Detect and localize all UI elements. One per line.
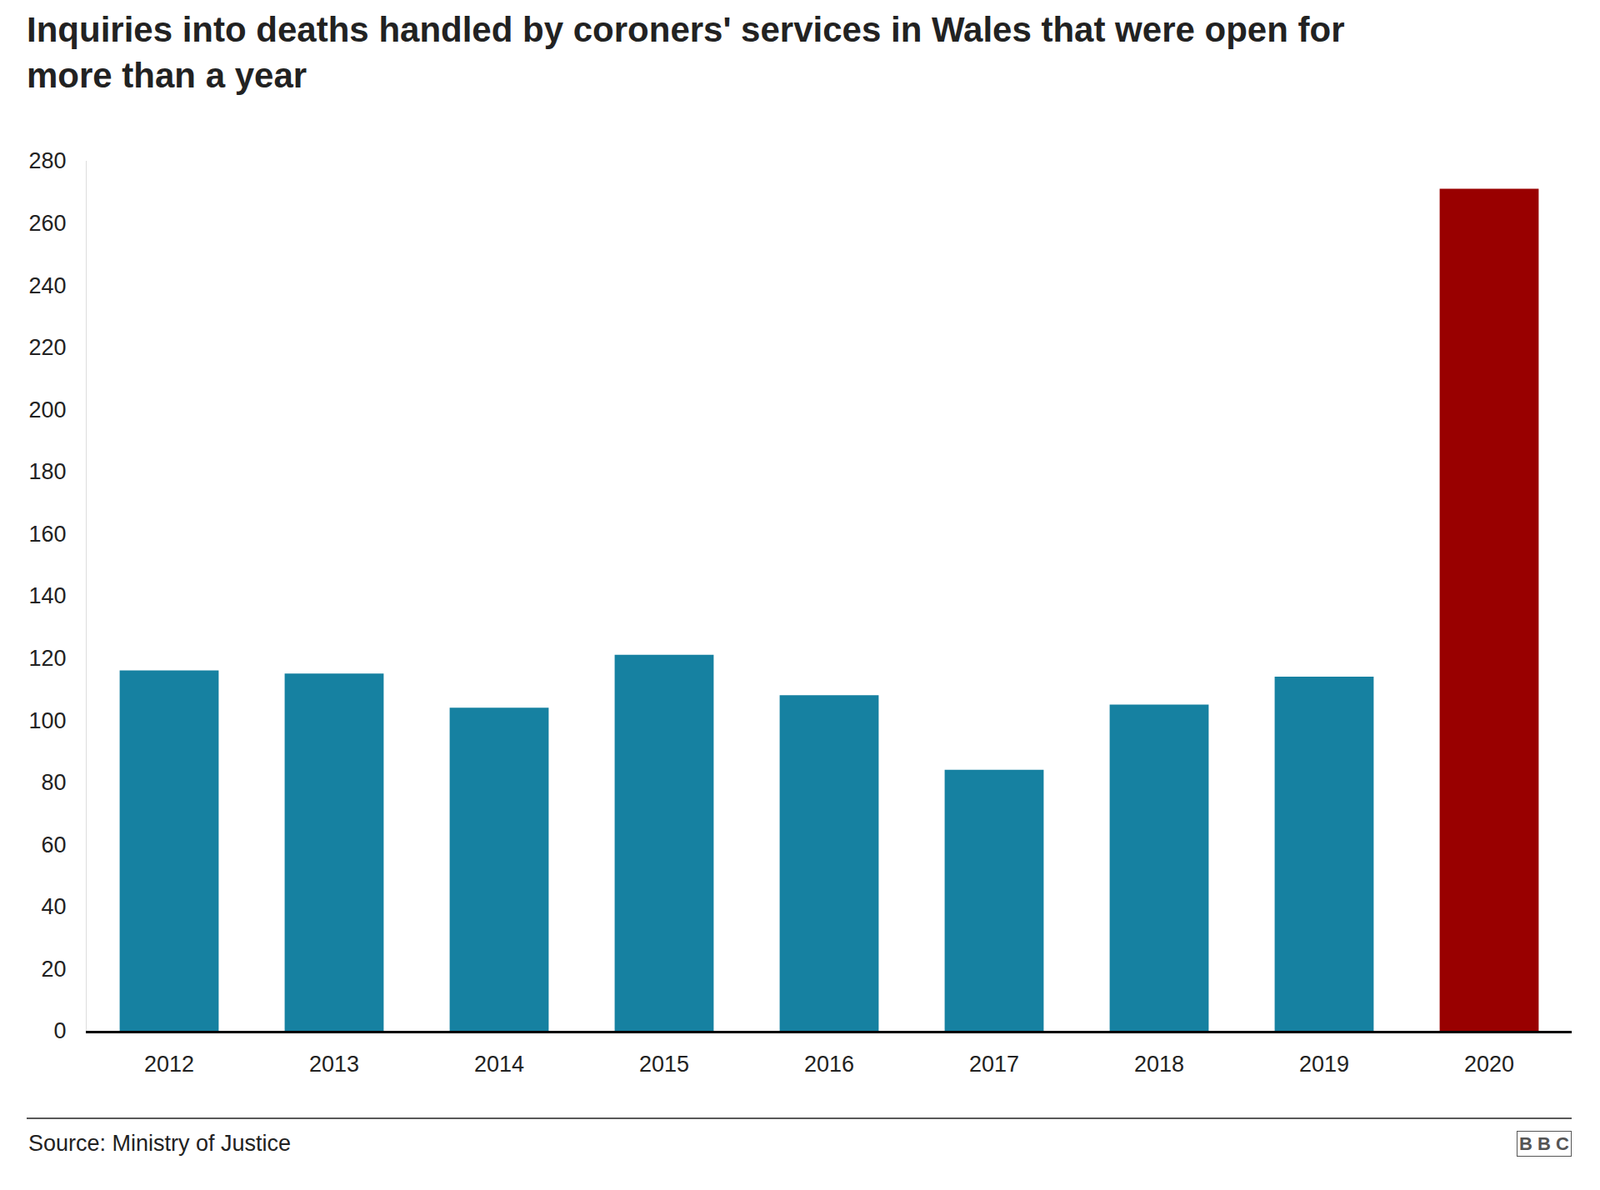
svg-text:2019: 2019 [1299, 1051, 1350, 1077]
svg-text:B B C: B B C [1519, 1133, 1570, 1155]
svg-text:2016: 2016 [804, 1051, 855, 1077]
svg-text:2018: 2018 [1134, 1051, 1185, 1077]
svg-text:2015: 2015 [639, 1051, 690, 1077]
svg-text:40: 40 [41, 894, 67, 920]
svg-text:2020: 2020 [1464, 1051, 1515, 1077]
svg-text:240: 240 [29, 273, 67, 299]
svg-text:2014: 2014 [474, 1051, 525, 1077]
svg-text:180: 180 [29, 459, 67, 485]
svg-text:100: 100 [29, 708, 67, 734]
svg-text:2012: 2012 [144, 1051, 195, 1077]
svg-text:200: 200 [29, 397, 67, 423]
svg-text:260: 260 [29, 210, 67, 236]
svg-text:120: 120 [29, 645, 67, 671]
svg-text:0: 0 [54, 1018, 67, 1044]
svg-text:220: 220 [29, 335, 67, 360]
svg-text:Inquiries into deaths handled: Inquiries into deaths handled by coroner… [26, 10, 1345, 95]
svg-text:80: 80 [41, 770, 67, 795]
svg-text:280: 280 [29, 148, 67, 174]
svg-text:140: 140 [29, 583, 67, 609]
svg-text:160: 160 [29, 521, 67, 547]
svg-text:60: 60 [41, 832, 67, 858]
svg-text:2013: 2013 [309, 1051, 360, 1077]
svg-text:20: 20 [41, 956, 67, 982]
svg-text:Source: Ministry of Justice: Source: Ministry of Justice [28, 1130, 291, 1156]
svg-text:2017: 2017 [969, 1051, 1020, 1077]
